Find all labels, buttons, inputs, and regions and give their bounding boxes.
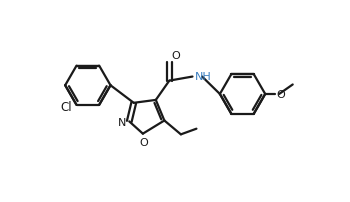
- Text: O: O: [276, 89, 285, 99]
- Text: O: O: [172, 51, 180, 61]
- Text: Cl: Cl: [61, 101, 72, 114]
- Text: O: O: [139, 137, 148, 147]
- Text: NH: NH: [195, 72, 211, 82]
- Text: N: N: [118, 118, 127, 128]
